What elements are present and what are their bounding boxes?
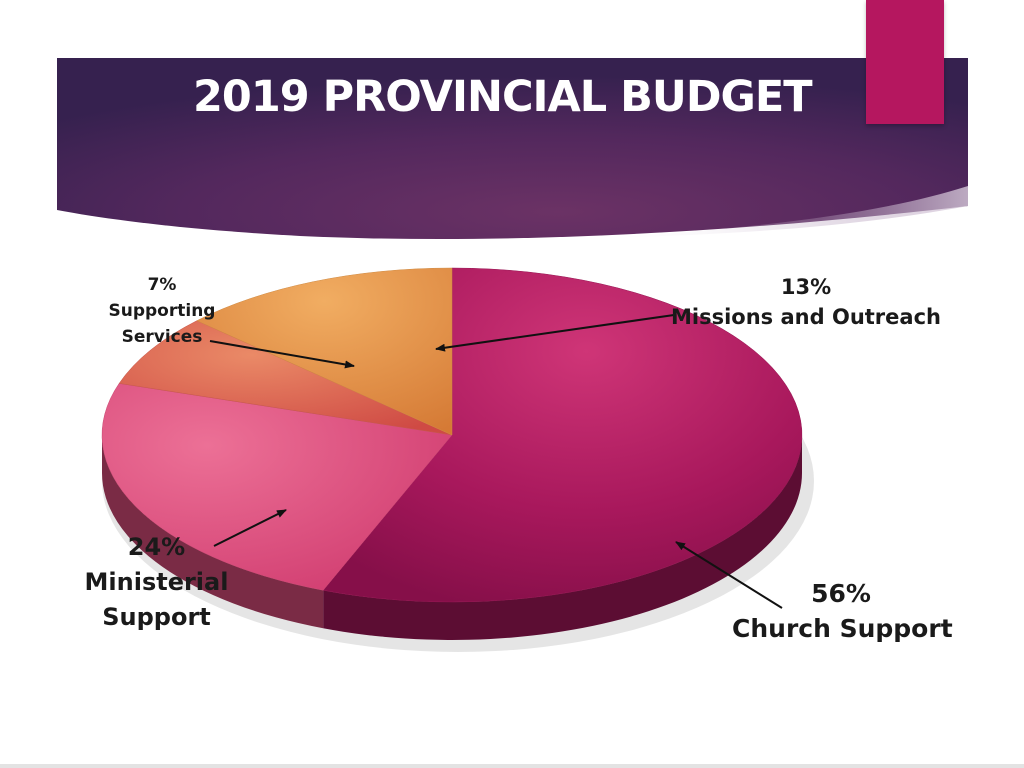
pie-slice-missions xyxy=(196,267,453,436)
label-missions-line1: Missions and Outreach xyxy=(671,305,941,329)
pie-slice-ministerial xyxy=(101,383,453,591)
label-church-support: 56% Church Support xyxy=(732,576,953,646)
accent-tab xyxy=(866,0,944,124)
label-supporting-line2: Services xyxy=(121,327,203,347)
label-supporting-line1: Supporting xyxy=(108,301,216,321)
slide-title: 2019 PROVINCIAL BUDGET xyxy=(193,72,813,122)
arrow-missions xyxy=(435,314,675,352)
title-banner xyxy=(57,58,968,240)
label-ministerial-line2: Support xyxy=(102,603,211,631)
pie-side-ministerial xyxy=(102,435,324,629)
label-church-line1: Church Support xyxy=(732,614,953,643)
label-supporting-percent: 7% xyxy=(147,275,177,295)
pie-slice-supporting xyxy=(118,320,453,436)
bottom-divider xyxy=(0,764,1024,768)
label-ministerial-percent: 24% xyxy=(127,533,186,561)
label-ministerial-line1: Ministerial xyxy=(84,568,229,596)
arrow-church xyxy=(675,541,783,609)
pie-side-church xyxy=(323,435,802,640)
label-missions-percent: 13% xyxy=(780,275,832,299)
label-missions-outreach: 13% Missions and Outreach xyxy=(664,272,948,332)
label-supporting-services: 7% Supporting Services xyxy=(100,272,224,350)
label-church-percent: 56% xyxy=(811,579,871,608)
arrow-supporting xyxy=(209,340,355,369)
label-ministerial-support: 24% Ministerial Support xyxy=(84,530,229,635)
arrow-ministerial xyxy=(213,509,287,547)
pie-slice-church xyxy=(322,267,803,603)
